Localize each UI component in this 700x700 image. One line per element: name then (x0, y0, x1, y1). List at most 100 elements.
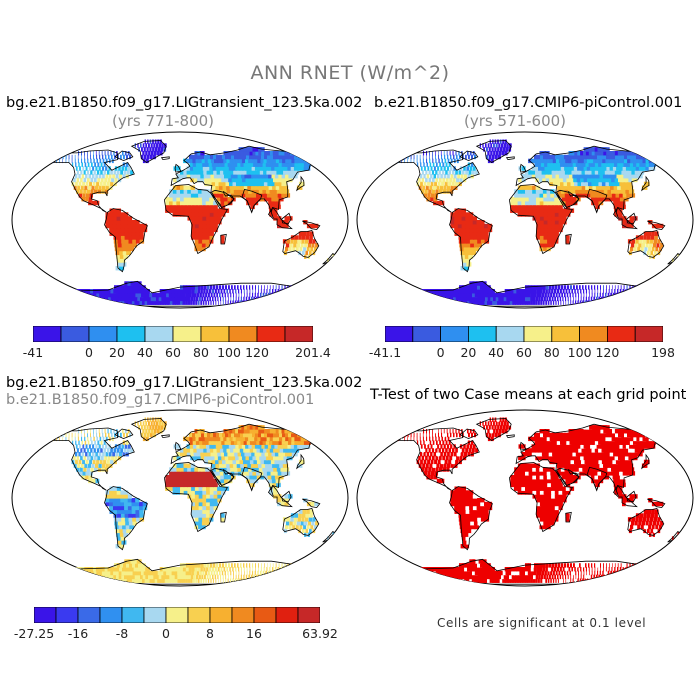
grid-cell (168, 289, 173, 294)
grid-cell (508, 292, 513, 298)
grid-cell (139, 223, 144, 229)
grid-cell (117, 243, 123, 248)
grid-cell (80, 177, 83, 183)
grid-cell (152, 425, 155, 430)
grid-cell (225, 563, 227, 568)
grid-cell (145, 143, 148, 148)
coastline-greenland (475, 140, 512, 163)
grid-cell (194, 498, 200, 503)
grid-cell (564, 166, 569, 171)
coastline-northAmerica (48, 427, 135, 491)
grid-cell (65, 296, 75, 302)
grid-cell (430, 197, 434, 202)
grid-cell (277, 578, 282, 583)
grid-cell (123, 563, 129, 568)
grid-cell (264, 475, 269, 480)
grid-cell (113, 448, 117, 453)
grid-cell (266, 455, 272, 461)
grid-cell (631, 289, 633, 294)
grid-cell (256, 193, 261, 198)
grid-cell (631, 296, 635, 302)
grid-cell (176, 475, 181, 480)
grid-cell (247, 174, 253, 179)
grid-cell (421, 574, 430, 580)
grid-cell (138, 563, 143, 568)
grid-cell (196, 570, 200, 576)
grid-cell (79, 189, 83, 194)
grid-cell (194, 200, 200, 206)
grid-cell (215, 467, 221, 472)
grid-cell (238, 567, 240, 572)
grid-cell (130, 559, 136, 564)
grid-cell (619, 475, 625, 480)
grid-cell (246, 181, 252, 187)
grid-cell (528, 467, 533, 472)
grid-cell (125, 521, 130, 526)
grid-cell (578, 570, 579, 576)
grid-cell (105, 212, 110, 217)
grid-cell (544, 170, 550, 175)
grid-cell (268, 578, 272, 583)
grid-cell (400, 289, 409, 294)
grid-cell (229, 151, 235, 156)
grid-cell (646, 528, 650, 534)
grid-cell (97, 189, 101, 194)
grid-cell (260, 158, 267, 164)
grid-cell (557, 300, 559, 305)
grid-cell (577, 567, 579, 572)
grid-cell (103, 170, 106, 175)
grid-cell (480, 231, 485, 236)
grid-cell (461, 505, 467, 511)
grid-cell (189, 285, 193, 290)
grid-cell (206, 501, 211, 507)
grid-cell (563, 181, 569, 187)
grid-cell (593, 166, 599, 171)
grid-cell (278, 285, 280, 290)
grid-cell (159, 151, 163, 156)
grid-cell (267, 166, 274, 171)
grid-cell (221, 292, 224, 298)
grid-cell (550, 517, 555, 522)
grid-cell (210, 563, 213, 568)
grid-cell (513, 482, 519, 488)
grid-cell (205, 513, 210, 518)
grid-cell (551, 498, 556, 503)
grid-cell (625, 498, 631, 503)
grid-cell (540, 162, 546, 167)
grid-cell (153, 151, 157, 156)
grid-cell (191, 208, 196, 213)
grid-cell (647, 567, 651, 572)
grid-cell (191, 235, 196, 240)
grid-cell (241, 300, 244, 305)
grid-cell (525, 578, 528, 583)
grid-cell (215, 459, 220, 465)
grid-cell (224, 478, 229, 484)
grid-cell (206, 490, 211, 495)
grid-cell (469, 505, 474, 511)
grid-cell (141, 154, 144, 160)
grid-cell (616, 197, 622, 202)
grid-cell (585, 185, 591, 190)
grid-cell (547, 494, 552, 499)
grid-cell (73, 574, 82, 580)
grid-cell (252, 471, 258, 476)
grid-cell (121, 166, 125, 171)
grid-cell (87, 158, 89, 164)
grid-cell (566, 570, 569, 576)
grid-cell (460, 174, 464, 179)
grid-cell (513, 289, 518, 294)
grid-cell (143, 425, 146, 430)
grid-cell (122, 524, 127, 530)
grid-cell (536, 475, 541, 480)
grid-cell (488, 147, 491, 152)
grid-cell (94, 440, 96, 445)
grid-cell (95, 200, 100, 206)
grid-cell (256, 300, 259, 305)
grid-cell (305, 528, 309, 534)
grid-cell (88, 452, 91, 457)
grid-cell (194, 467, 199, 472)
grid-cell (246, 478, 251, 484)
grid-cell (189, 162, 194, 167)
grid-cell (105, 494, 110, 499)
grid-cell (543, 197, 548, 202)
